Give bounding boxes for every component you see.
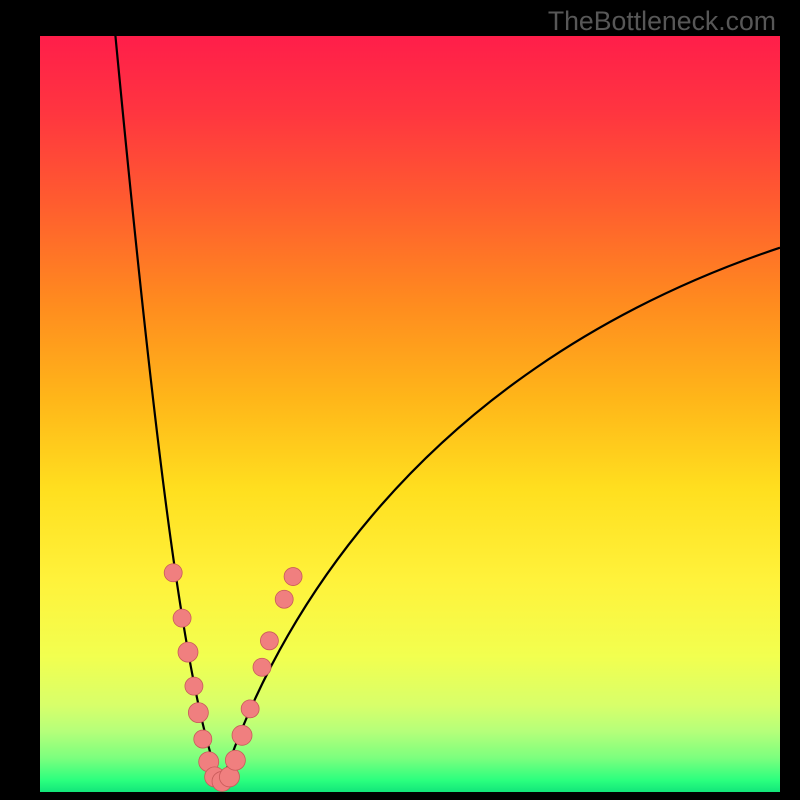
- data-marker: [232, 725, 252, 745]
- data-marker: [260, 632, 278, 650]
- data-marker: [241, 700, 259, 718]
- data-marker: [275, 590, 293, 608]
- bottleneck-line-chart: [0, 0, 800, 800]
- data-marker: [178, 642, 198, 662]
- data-marker: [194, 730, 212, 748]
- data-marker: [173, 609, 191, 627]
- data-marker: [185, 677, 203, 695]
- data-marker: [284, 568, 302, 586]
- bottleneck-chart-container: TheBottleneck.com: [0, 0, 800, 800]
- data-marker: [225, 750, 245, 770]
- data-marker: [253, 658, 271, 676]
- plot-background: [40, 36, 780, 792]
- data-marker: [164, 564, 182, 582]
- data-marker: [188, 703, 208, 723]
